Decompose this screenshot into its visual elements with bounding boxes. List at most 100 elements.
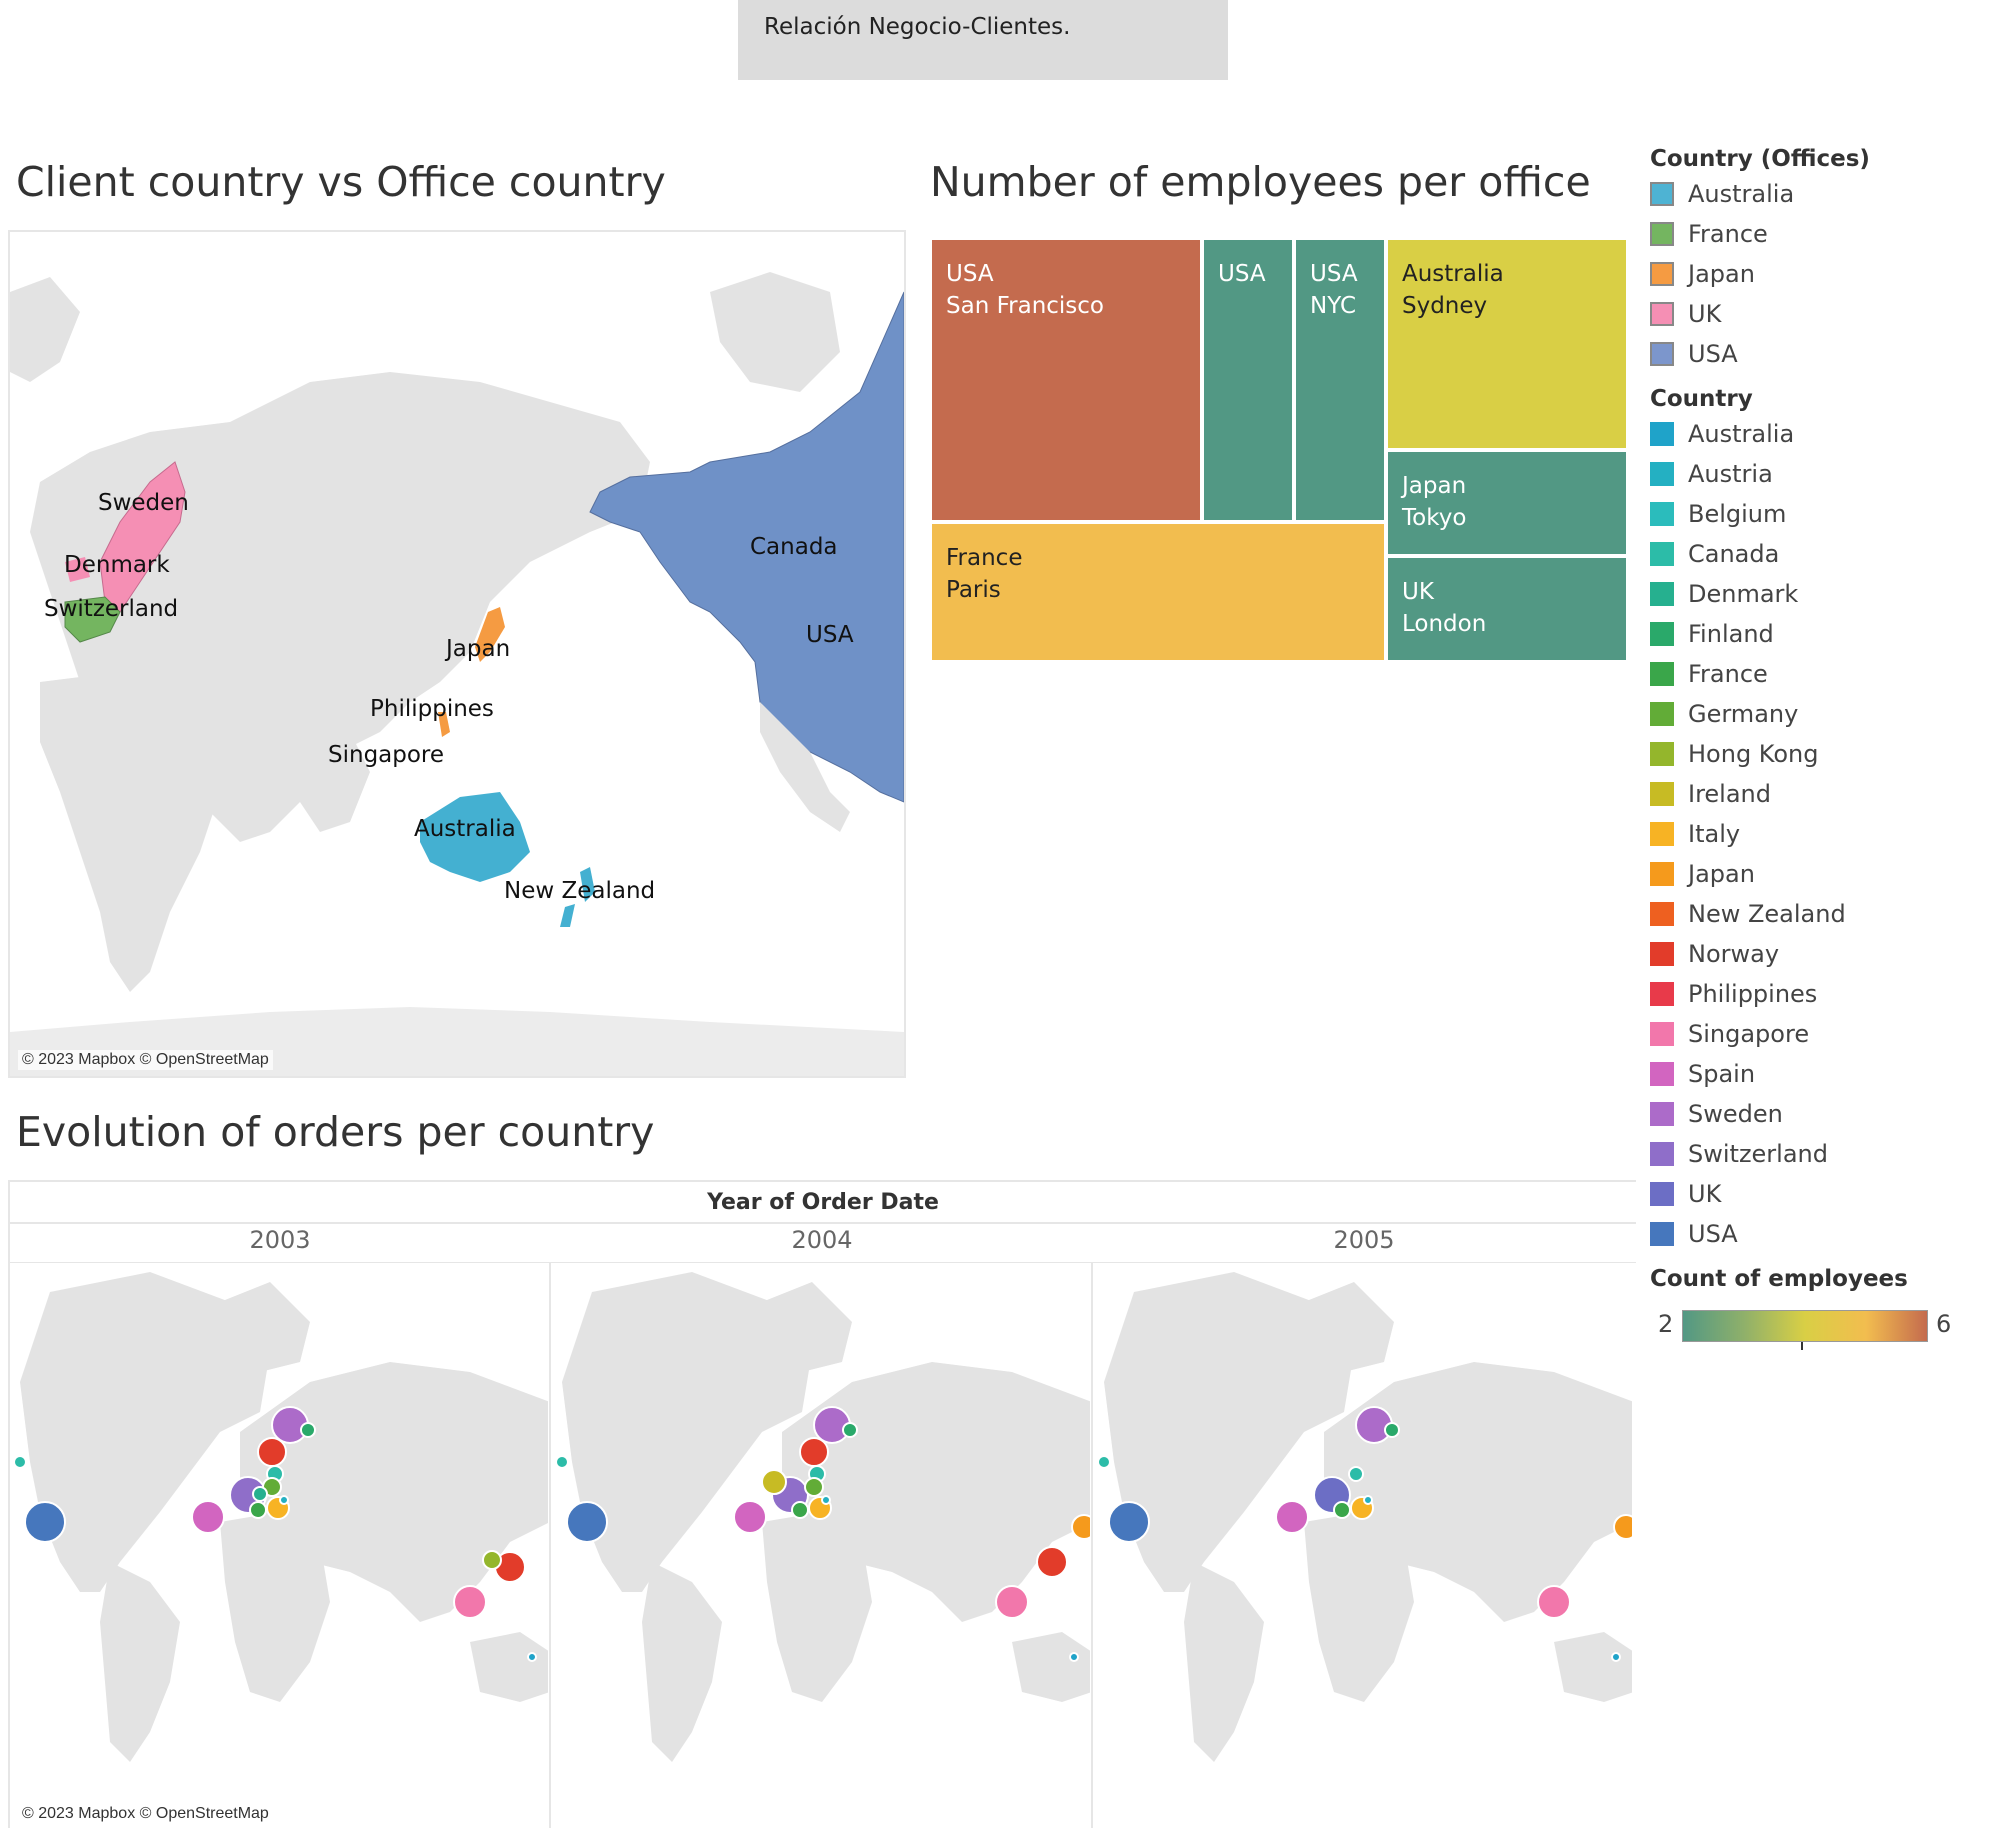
legend-country-item[interactable]: Denmark (1650, 574, 1990, 614)
legend-country-label: Germany (1688, 700, 1799, 728)
legend-country-item[interactable]: Japan (1650, 854, 1990, 894)
order-bubble[interactable] (252, 1486, 268, 1502)
legend-country-item[interactable]: Canada (1650, 534, 1990, 574)
legend-country-item[interactable]: Hong Kong (1650, 734, 1990, 774)
legend-offices-swatch (1650, 262, 1674, 286)
treemap-cell-usa-san-francisco[interactable]: USA San Francisco (930, 238, 1202, 522)
order-bubble[interactable] (300, 1422, 316, 1438)
order-bubble[interactable] (1611, 1652, 1621, 1662)
order-bubble[interactable] (761, 1469, 787, 1495)
treemap-cell-city: NYC (1310, 293, 1357, 319)
legend-offices-item[interactable]: France (1650, 214, 1990, 254)
order-bubble[interactable] (733, 1500, 767, 1534)
orders-title: Evolution of orders per country (16, 1108, 655, 1156)
order-bubble[interactable] (995, 1585, 1029, 1619)
order-bubble[interactable] (842, 1422, 858, 1438)
legend-offices-title: Country (Offices) (1650, 146, 1870, 172)
order-bubble[interactable] (13, 1455, 27, 1469)
legend-country-item[interactable]: Switzerland (1650, 1134, 1990, 1174)
order-bubble[interactable] (566, 1501, 608, 1543)
order-bubble[interactable] (555, 1455, 569, 1469)
legend-country-item[interactable]: Austria (1650, 454, 1990, 494)
order-bubble[interactable] (1363, 1495, 1373, 1505)
land-australia (420, 792, 530, 882)
order-bubble[interactable] (1069, 1652, 1079, 1662)
legend-offices-swatch (1650, 222, 1674, 246)
treemap-cell-uk-london[interactable]: UK London (1386, 556, 1628, 662)
order-bubble[interactable] (1097, 1455, 1111, 1469)
land-shape (100, 1562, 180, 1762)
dashboard-header: Relación Negocio-Clientes. (738, 0, 1228, 80)
legend-country-item[interactable]: Norway (1650, 934, 1990, 974)
order-bubble[interactable] (821, 1495, 831, 1505)
order-bubble[interactable] (527, 1652, 537, 1662)
orders-map-copyright: © 2023 Mapbox © OpenStreetMap (18, 1804, 273, 1824)
treemap-cell-usa-nyc[interactable]: USA NYC (1294, 238, 1386, 522)
legend-offices-label: Japan (1688, 260, 1755, 288)
order-bubble[interactable] (249, 1501, 267, 1519)
order-bubble[interactable] (24, 1501, 66, 1543)
legend-country-item[interactable]: Australia (1650, 414, 1990, 454)
land-shape (1304, 1512, 1414, 1702)
legend-country-item[interactable]: Belgium (1650, 494, 1990, 534)
legend-country-item[interactable]: Spain (1650, 1054, 1990, 1094)
order-bubble[interactable] (191, 1500, 225, 1534)
treemap-cell-city: Tokyo (1402, 505, 1467, 531)
legend-country-label: New Zealand (1688, 900, 1846, 928)
treemap-cell-australia-sydney[interactable]: Australia Sydney (1386, 238, 1628, 450)
order-bubble[interactable] (1275, 1500, 1309, 1534)
land-shape (562, 1272, 812, 1592)
treemap-cell-usa[interactable]: USA (1202, 238, 1294, 522)
order-bubble[interactable] (1384, 1422, 1400, 1438)
land-shape (1012, 1632, 1090, 1702)
order-bubble[interactable] (1071, 1514, 1096, 1540)
legend-country-swatch (1650, 662, 1674, 686)
legend-country-item[interactable]: Sweden (1650, 1094, 1990, 1134)
legend-country-label: Australia (1688, 420, 1795, 448)
legend-country-label: UK (1688, 1180, 1722, 1208)
legend-country-label: Switzerland (1688, 1140, 1828, 1168)
legend-country-swatch (1650, 542, 1674, 566)
legend-country-item[interactable]: Germany (1650, 694, 1990, 734)
legend-country-item[interactable]: Finland (1650, 614, 1990, 654)
order-bubble[interactable] (257, 1437, 287, 1467)
legend-offices-item[interactable]: UK (1650, 294, 1990, 334)
order-bubble[interactable] (482, 1550, 502, 1570)
legend-country-item[interactable]: Ireland (1650, 774, 1990, 814)
treemap-cell-japan-tokyo[interactable]: Japan Tokyo (1386, 450, 1628, 556)
legend-country-item[interactable]: New Zealand (1650, 894, 1990, 934)
orders-map-2005[interactable] (1097, 1272, 1636, 1762)
legend-country-item[interactable]: USA (1650, 1214, 1990, 1254)
legend-country-item[interactable]: France (1650, 654, 1990, 694)
legend-country-item[interactable]: Italy (1650, 814, 1990, 854)
order-bubble[interactable] (279, 1495, 289, 1505)
client-office-map[interactable]: Sweden Denmark Switzerland Japan Philipp… (8, 230, 906, 1078)
legend-country-label: Austria (1688, 460, 1773, 488)
order-bubble[interactable] (1537, 1585, 1571, 1619)
order-bubble[interactable] (1333, 1501, 1351, 1519)
orders-facet-panel: Year of Order Date 2003 2004 2005 © 2023… (8, 1180, 1636, 1828)
legend-country-item[interactable]: Singapore (1650, 1014, 1990, 1054)
land-shape (1104, 1272, 1354, 1592)
order-bubble[interactable] (1036, 1546, 1068, 1578)
order-bubble[interactable] (1348, 1466, 1364, 1482)
legend-country-item[interactable]: UK (1650, 1174, 1990, 1214)
order-bubble[interactable] (1108, 1501, 1150, 1543)
order-bubble[interactable] (453, 1585, 487, 1619)
legend-count-title: Count of employees (1650, 1266, 1908, 1292)
order-bubble[interactable] (791, 1501, 809, 1519)
order-bubble[interactable] (1613, 1514, 1636, 1540)
treemap-cell-france-paris[interactable]: France Paris (930, 522, 1386, 662)
legend-offices-label: UK (1688, 300, 1722, 328)
legend-offices-item[interactable]: USA (1650, 334, 1990, 374)
treemap-cell-city: San Francisco (946, 293, 1105, 319)
order-bubble[interactable] (804, 1477, 824, 1497)
orders-map-2004[interactable] (555, 1272, 1096, 1762)
legend-offices-item[interactable]: Australia (1650, 174, 1990, 214)
legend-country-swatch (1650, 862, 1674, 886)
treemap-cell-city: London (1402, 611, 1487, 637)
legend-offices-item[interactable]: Japan (1650, 254, 1990, 294)
legend-country-item[interactable]: Philippines (1650, 974, 1990, 1014)
order-bubble[interactable] (799, 1437, 829, 1467)
orders-map-2003[interactable] (13, 1272, 550, 1762)
